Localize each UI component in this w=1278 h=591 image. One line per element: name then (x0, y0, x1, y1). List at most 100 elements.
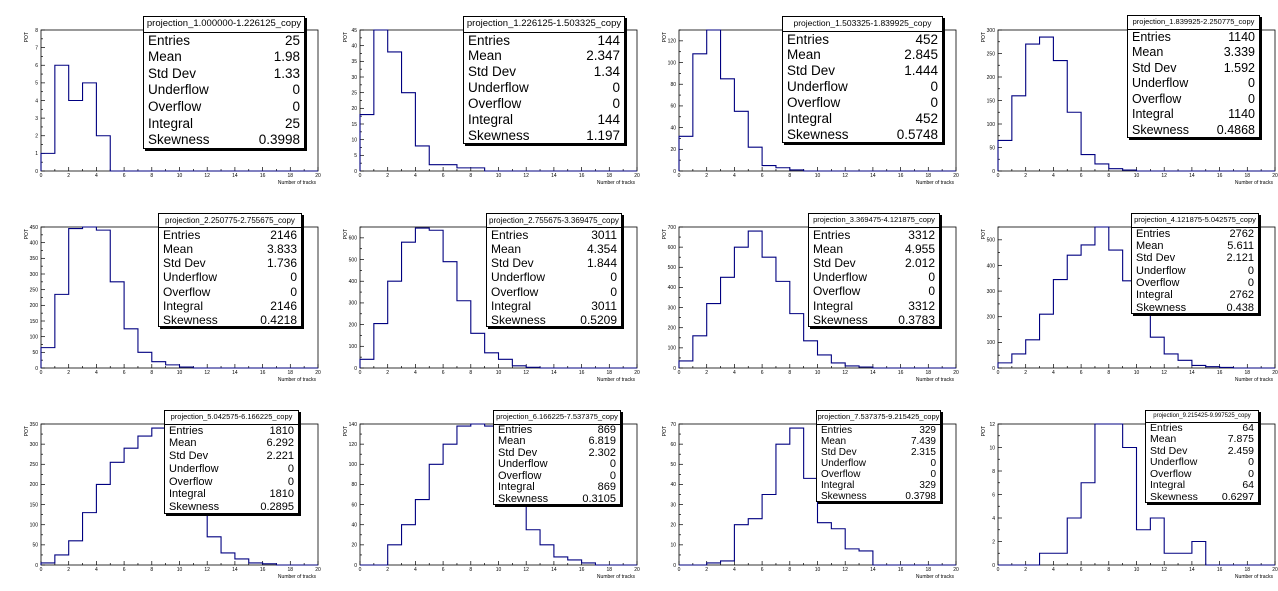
x-tick-label: 14 (870, 567, 876, 573)
stats-box-title: projection_6.166225-7.537375_copy (494, 411, 620, 425)
x-tick-label: 18 (288, 567, 294, 573)
x-tick-label: 6 (1080, 173, 1083, 179)
x-tick-label: 10 (815, 370, 821, 376)
stats-label: Entries (813, 227, 851, 242)
y-tick-label: 200 (987, 315, 996, 321)
histogram-bin (1040, 553, 1054, 565)
histogram-bin (1123, 448, 1137, 566)
y-tick-label: 60 (670, 442, 676, 448)
stats-row: Integral 452 (787, 111, 938, 127)
y-tick-label: 50 (989, 145, 995, 151)
y-tick-label: 150 (987, 98, 996, 104)
histogram-bin (83, 227, 97, 368)
stats-label: Skewness (163, 312, 218, 327)
stats-row: Std Dev 1.844 (491, 256, 617, 270)
x-tick-label: 14 (870, 370, 876, 376)
stats-label: Std Dev (468, 64, 517, 80)
histogram-bin (55, 65, 69, 171)
stats-row: Skewness 0.438 (1136, 302, 1254, 314)
histogram-panel: 0 2 4 6 8 10 12 14 16 18 20 0 50 100 150 200 250 300 350 Nu… (0, 394, 321, 591)
histogram-bin (707, 563, 721, 565)
stats-box: projection_6.166225-7.537375_copy Entries… (493, 410, 621, 505)
stats-row: Overflow 0 (1136, 277, 1254, 289)
x-axis-title: Number of tracks (597, 574, 636, 580)
y-tick-label: 400 (668, 285, 677, 291)
x-tick-label: 14 (232, 173, 238, 179)
x-axis-title: Number of tracks (1235, 180, 1274, 186)
histogram-bin (1012, 96, 1026, 171)
x-tick-label: 8 (469, 173, 472, 179)
histogram-bin (568, 560, 582, 565)
x-tick-label: 10 (496, 567, 502, 573)
y-tick-label: 100 (987, 340, 996, 346)
histogram-bin (415, 228, 429, 368)
x-tick-label: 8 (788, 370, 791, 376)
y-tick-label: 80 (351, 482, 357, 488)
x-tick-label: 8 (788, 567, 791, 573)
histogram-bin (471, 424, 485, 565)
x-tick-label: 6 (761, 173, 764, 179)
stats-label: Std Dev (163, 256, 206, 271)
stats-row: Overflow 0 (169, 476, 294, 489)
y-tick-label: 5 (35, 81, 38, 87)
y-tick-label: 7 (35, 45, 38, 51)
y-tick-label: 600 (349, 236, 358, 242)
stats-label: Underflow (468, 80, 529, 96)
stats-value: 0 (1248, 456, 1254, 469)
stats-row: Entries 1140 (1132, 30, 1255, 46)
y-tick-label: 120 (668, 39, 677, 45)
x-axis-title: Number of tracks (597, 180, 636, 186)
histogram-bin (831, 529, 845, 565)
y-tick-label: 500 (668, 265, 677, 271)
x-tick-label: 18 (288, 370, 294, 376)
histogram-bin (582, 563, 596, 565)
histogram-bin (69, 229, 83, 368)
stats-value: 0.3783 (898, 312, 935, 327)
stats-label: Overflow (821, 468, 861, 480)
stats-value: 0 (287, 462, 294, 475)
y-tick-label: 15 (351, 122, 357, 128)
histogram-bin (124, 329, 138, 368)
stats-box: projection_1.839925-2.250775_copy Entries… (1127, 15, 1260, 138)
stats-row: Skewness 0.6297 (1150, 491, 1254, 503)
histogram-bin (138, 352, 152, 368)
x-tick-label: 18 (926, 370, 932, 376)
stats-row: Std Dev 2.221 (169, 450, 294, 463)
stats-row: Integral 25 (148, 116, 300, 133)
stats-label: Overflow (148, 99, 202, 115)
x-tick-label: 0 (359, 370, 362, 376)
y-tick-label: 70 (670, 422, 676, 428)
y-tick-label: 30 (670, 502, 676, 508)
y-tick-label: 200 (987, 75, 996, 81)
stats-label: Entries (148, 32, 191, 48)
stats-label: Integral (491, 298, 532, 313)
x-tick-label: 16 (579, 370, 585, 376)
x-tick-label: 20 (1272, 173, 1278, 179)
stats-value: 2.012 (904, 255, 935, 270)
x-tick-label: 2 (67, 567, 70, 573)
stats-label: Integral (498, 481, 535, 493)
x-tick-label: 0 (678, 567, 681, 573)
stats-row: Overflow 0 (498, 470, 616, 483)
x-tick-label: 12 (204, 370, 210, 376)
stats-row: Mean 6.819 (498, 435, 616, 448)
x-tick-label: 18 (1245, 173, 1251, 179)
x-tick-label: 12 (1161, 370, 1167, 376)
y-axis-title: POT (343, 32, 349, 42)
y-tick-label: 120 (349, 442, 358, 448)
stats-value: 0 (287, 475, 294, 488)
histogram-bin (721, 79, 735, 171)
stats-row: Std Dev 1.33 (148, 66, 300, 83)
x-tick-label: 2 (705, 173, 708, 179)
stats-row: Integral 3312 (813, 299, 935, 313)
x-tick-label: 6 (442, 173, 445, 179)
histogram-plot: 0 2 4 6 8 10 12 14 16 18 20 0 20 40 60 80 100 120 Number o… (662, 29, 959, 186)
stats-box-title: projection_4.121875-5.042575_copy (1132, 214, 1258, 228)
stats-label: Std Dev (1136, 252, 1176, 265)
stats-value: 1.34 (593, 64, 620, 80)
y-tick-label: 40 (351, 523, 357, 529)
y-tick-label: 1 (35, 151, 38, 157)
y-tick-label: 300 (349, 301, 358, 307)
y-tick-label: 20 (351, 543, 357, 549)
y-tick-label: 100 (668, 60, 677, 66)
